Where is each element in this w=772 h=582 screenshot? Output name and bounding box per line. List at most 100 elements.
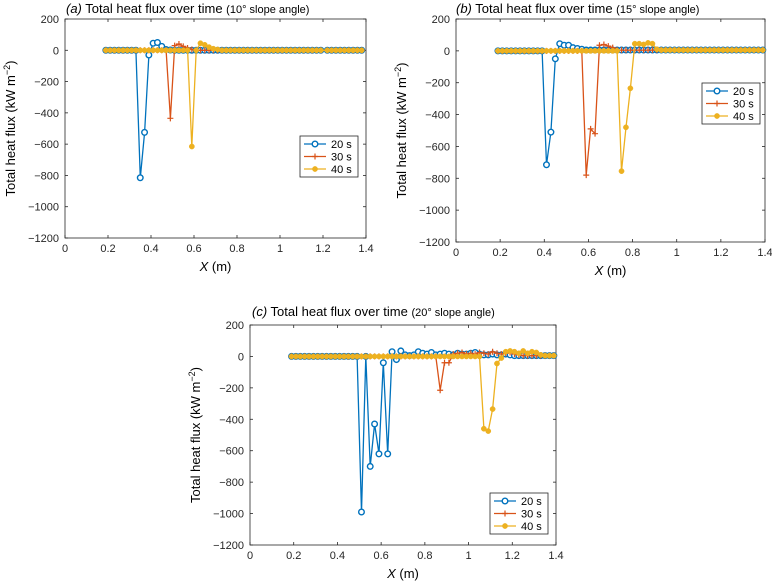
legend: 20 s30 s40 s: [299, 135, 359, 178]
data-point: [318, 47, 324, 54]
y-tick-label: −1000: [28, 202, 59, 214]
data-point: [379, 359, 387, 367]
data-point: [445, 359, 452, 366]
x-tick-label: 0.2: [286, 550, 301, 562]
legend-label: 20 s: [733, 86, 754, 98]
data-point: [592, 130, 599, 137]
series-20s: [288, 347, 558, 516]
y-tick-label: 0: [53, 45, 59, 57]
data-point: [193, 47, 199, 54]
panel-label: (a): [66, 1, 82, 16]
y-tick-label: −800: [219, 477, 244, 489]
y-tick-label: 200: [41, 14, 59, 26]
y-tick-label: −1200: [419, 237, 450, 249]
title-text: Total heat flux over time: [267, 304, 411, 319]
data-point: [358, 47, 365, 54]
data-point: [476, 353, 483, 360]
data-point: [623, 124, 629, 131]
x-tick-label: 0.4: [330, 550, 345, 562]
x-axis-label: X (m): [386, 566, 419, 581]
axes-box: [64, 18, 367, 239]
x-tick-label: 0.8: [417, 550, 432, 562]
x-tick-label: 1.2: [713, 247, 728, 259]
data-point: [366, 462, 374, 470]
x-tick-label: 0: [62, 243, 68, 255]
legend-marker: [714, 100, 720, 107]
series-40s: [495, 40, 766, 174]
legend-label: 20 s: [521, 496, 542, 508]
data-point: [175, 41, 182, 48]
data-point: [498, 355, 505, 361]
y-tick-label: −400: [425, 110, 450, 122]
chart-title: (a) Total heat flux over time (10° slope…: [66, 1, 309, 16]
data-point: [437, 387, 444, 394]
x-tick-label: 0.8: [229, 243, 244, 255]
data-point: [481, 425, 487, 432]
data-point: [551, 55, 559, 63]
legend-marker: [311, 140, 319, 148]
data-point: [583, 172, 590, 179]
data-point: [489, 406, 496, 412]
y-tick-label: −1000: [213, 509, 244, 521]
x-tick-label: 1: [674, 247, 680, 259]
legend-marker: [713, 87, 721, 95]
legend-marker: [312, 166, 318, 172]
y-tick-label: −200: [34, 77, 59, 89]
y-tick-label: 0: [238, 351, 244, 363]
chart-panel-1: (b) Total heat flux over time (15° slope…: [393, 1, 772, 278]
data-point: [550, 352, 557, 359]
title-text: Total heat flux over time: [82, 1, 226, 16]
x-axis-label: X (m): [199, 259, 232, 274]
chart-title: (c) Total heat flux over time (20° slope…: [252, 304, 495, 319]
legend-label: 30 s: [521, 509, 542, 521]
axes-box: [455, 18, 766, 243]
legend-label: 40 s: [733, 111, 754, 123]
x-tick-label: 1: [466, 550, 472, 562]
data-point: [614, 48, 620, 54]
x-tick-label: 1.4: [757, 247, 772, 259]
y-tick-label: −800: [34, 170, 59, 182]
data-point: [515, 350, 522, 357]
axes-box: [249, 324, 557, 546]
x-tick-label: 1.2: [315, 243, 330, 255]
y-tick-label: −600: [425, 141, 450, 153]
legend-label: 30 s: [331, 152, 352, 164]
title-suffix: (20° slope angle): [411, 307, 494, 319]
x-tick-label: 0.6: [581, 247, 596, 259]
y-tick-label: 0: [444, 46, 450, 58]
y-tick-label: −1200: [213, 540, 244, 552]
legend: 20 s30 s40 s: [489, 492, 549, 535]
data-point: [201, 41, 208, 48]
data-point: [596, 42, 603, 49]
y-tick-label: −600: [34, 139, 59, 151]
data-point: [485, 428, 492, 434]
legend-label: 40 s: [521, 521, 542, 533]
x-tick-label: 0: [247, 550, 253, 562]
panel-label: (b): [456, 1, 472, 16]
data-point: [153, 38, 161, 46]
data-point: [759, 47, 766, 53]
x-tick-label: 0.2: [100, 243, 115, 255]
data-point: [493, 350, 500, 357]
y-tick-label: −200: [425, 78, 450, 90]
data-point: [520, 348, 527, 354]
legend-marker: [714, 113, 720, 119]
y-axis-label: Total heat flux (kW m−2): [187, 367, 203, 503]
legend-label: 20 s: [331, 139, 352, 151]
series-line: [291, 350, 554, 433]
chart-title: (b) Total heat flux over time (15° slope…: [456, 1, 699, 16]
data-point: [357, 508, 365, 516]
y-tick-label: −600: [219, 446, 244, 458]
y-tick-label: −800: [425, 173, 450, 185]
data-point: [136, 174, 144, 182]
data-point: [649, 40, 656, 47]
x-tick-label: 0.4: [143, 243, 158, 255]
data-point: [141, 128, 149, 136]
data-point: [167, 115, 174, 122]
chart-panel-2: (c) Total heat flux over time (20° slope…: [187, 304, 564, 581]
data-point: [542, 161, 550, 169]
legend-marker: [501, 497, 509, 505]
y-axis-label: Total heat flux (kW m−2): [393, 63, 409, 199]
data-point: [485, 351, 492, 358]
